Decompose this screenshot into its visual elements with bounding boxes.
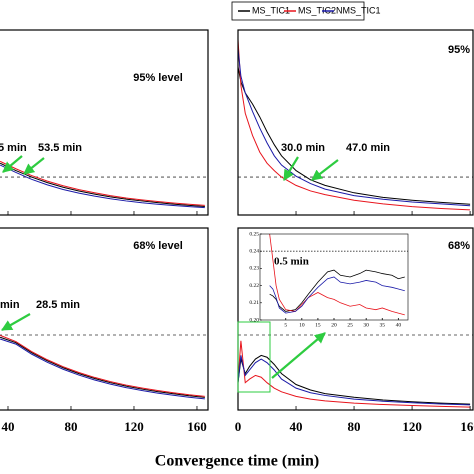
y-tick-label: 0.23 (249, 266, 259, 272)
series-line (238, 66, 471, 205)
series-line (0, 338, 205, 400)
annotation-arrow (283, 156, 299, 181)
inset: 5 10 15 20 25 30 35 40 0.20 0.21 0.22 0.23 0.24 0.25 0… (249, 230, 410, 328)
panel: 40 80 120 160 68% level min 28.5 min (0, 227, 209, 434)
panel: 95% 30.0 min 47.0 min (237, 29, 474, 216)
panel: 95% level 5 min 53.5 min (0, 29, 209, 216)
annotation: 68% (448, 240, 470, 252)
x-tick-label: 15 (315, 322, 321, 328)
series-line (0, 160, 205, 206)
plot-frame (237, 227, 474, 411)
annotation: 47.0 min (346, 142, 390, 154)
x-tick-label: 10 (299, 322, 305, 328)
legend: MS_TIC1 MS_TIC2 NMS_TIC1 (231, 1, 381, 21)
y-tick-label: 0.25 (249, 231, 259, 237)
x-tick-label: 40 (290, 419, 303, 434)
x-tick-label: 40 (396, 322, 402, 328)
x-tick-label: 80 (64, 419, 77, 434)
series-line (238, 39, 471, 211)
y-tick-label: 0.21 (249, 300, 259, 306)
x-tick-label: 0 (235, 419, 242, 434)
y-tick-label: 0.22 (249, 283, 259, 289)
series-line (269, 234, 405, 316)
annotation: 95% level (133, 72, 183, 84)
x-tick-label: 35 (380, 322, 386, 328)
annotation: 68% level (133, 240, 183, 252)
x-tick-label: 5 (284, 322, 287, 328)
x-tick-label: 160 (460, 419, 474, 434)
annotation-arrow (271, 332, 326, 379)
inset-background (258, 230, 410, 322)
x-tick-label: 160 (187, 419, 207, 434)
x-tick-label: 20 (331, 322, 337, 328)
series-line (0, 336, 205, 398)
series-line (0, 162, 205, 207)
annotation: 95% (448, 44, 470, 56)
legend-box (231, 1, 365, 21)
legend-label: MS_TIC2 (298, 5, 336, 15)
plot-frame (0, 227, 209, 411)
x-tick-label: 120 (402, 419, 422, 434)
annotation: 28.5 min (36, 299, 80, 311)
series-line (269, 276, 405, 314)
annotation: 30.0 min (281, 142, 325, 154)
annotation-arrow (1, 313, 31, 331)
series-line (269, 269, 405, 312)
y-tick-label: 0.20 (249, 317, 259, 323)
legend-label: MS_TIC1 (252, 5, 290, 15)
series-line (238, 355, 471, 406)
annotation: 53.5 min (38, 142, 82, 154)
annotation-arrow (311, 159, 339, 181)
plot-frame (0, 29, 209, 216)
x-tick-label: 80 (348, 419, 361, 434)
series-line (238, 340, 471, 408)
legend-label: NMS_TIC1 (336, 5, 381, 15)
x-tick-label: 25 (347, 322, 353, 328)
series-line (0, 164, 205, 209)
series-line (238, 48, 471, 207)
series-line (238, 354, 471, 405)
series-line (0, 334, 205, 397)
panel: 0 40 80 120 160 68% (235, 227, 474, 434)
x-axis-label: Convergence time (min) (155, 453, 319, 470)
x-tick-label: 30 (363, 322, 369, 328)
x-tick-label: 40 (1, 419, 14, 434)
x-tick-label: 120 (124, 419, 144, 434)
y-tick-label: 0.24 (249, 248, 259, 254)
annotation: 0.5 min (274, 256, 309, 268)
annotation: 5 min (0, 142, 27, 154)
annotation: min (0, 299, 20, 311)
plot-frame (237, 29, 474, 216)
annotation-arrow (2, 155, 23, 173)
zoom-box (237, 321, 271, 393)
annotation-arrow (23, 157, 45, 175)
